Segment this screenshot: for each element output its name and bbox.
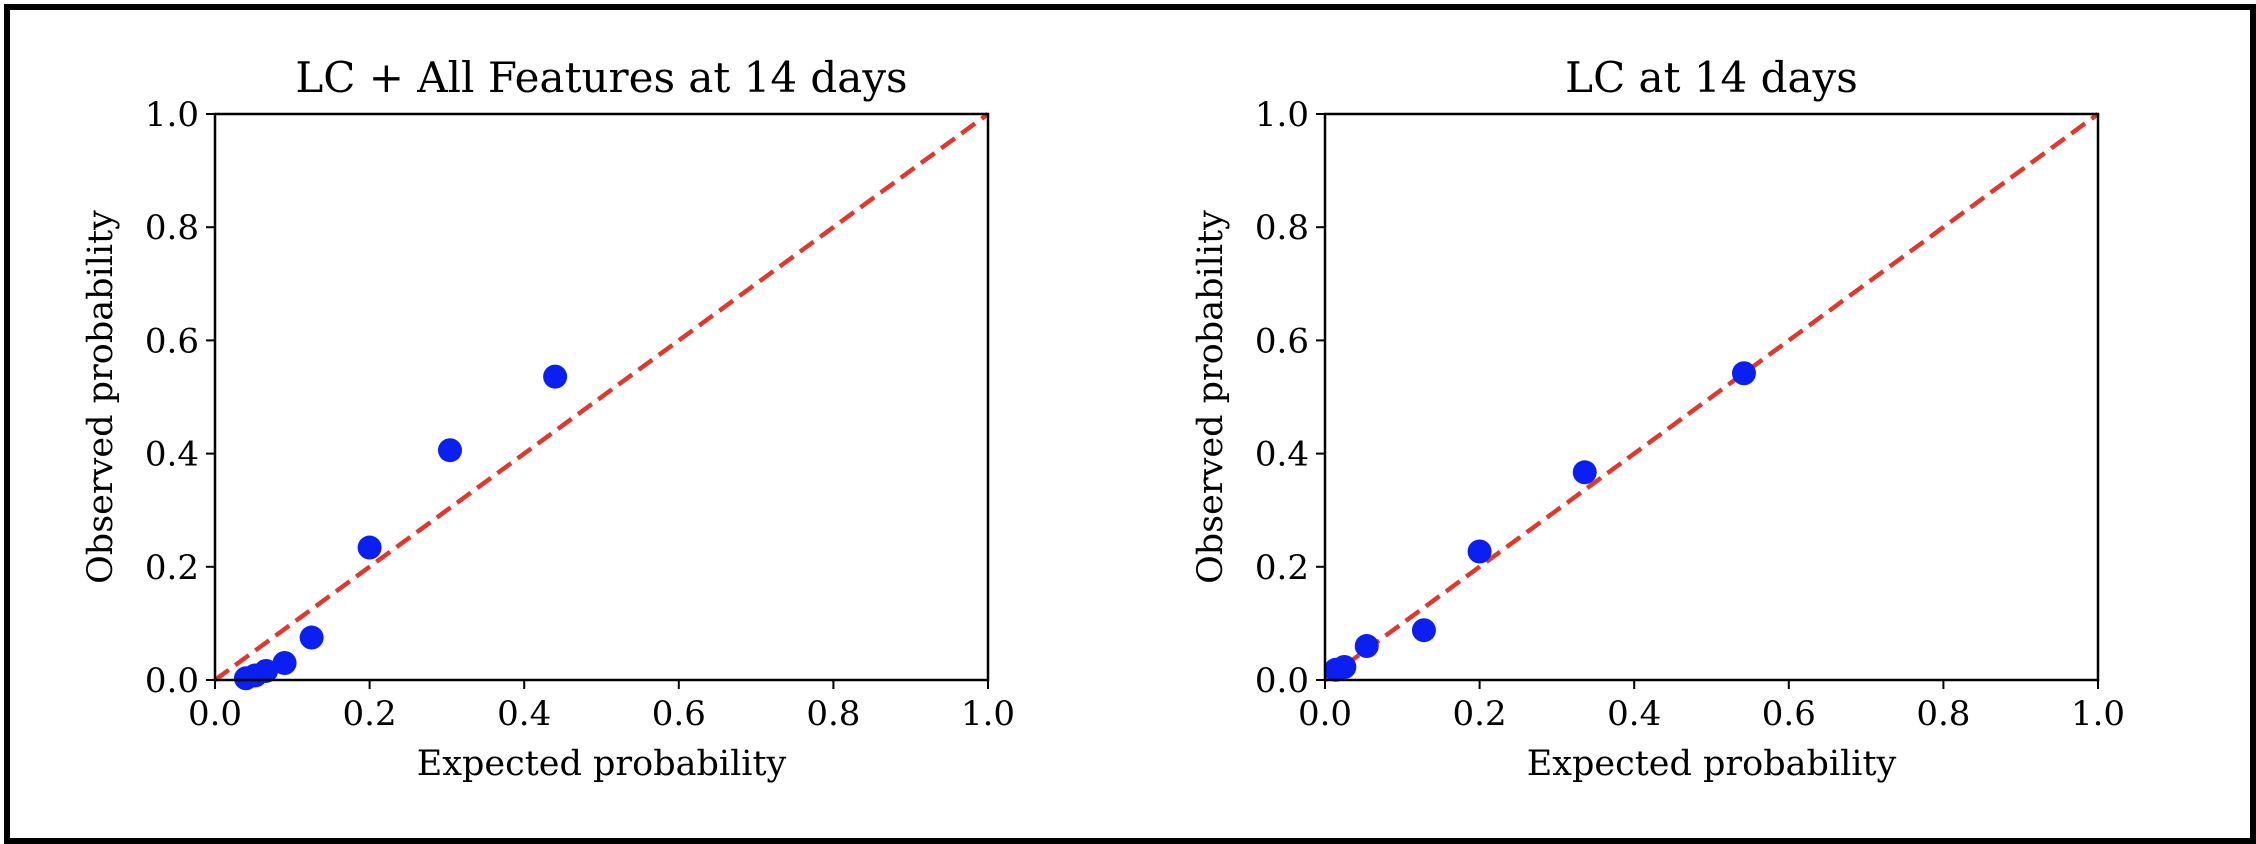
- chart1-y-axis-label: Observed probability: [81, 210, 121, 584]
- chart2-y-tick-label: 0.4: [1255, 435, 1309, 475]
- chart2-point-4: [1411, 618, 1436, 643]
- chart1-x-axis-label: Expected probability: [417, 744, 787, 784]
- chart1-point-6: [357, 535, 382, 560]
- chart1-x-tick-label: 0.4: [497, 694, 551, 734]
- chart2-y-tick-label: 1.0: [1255, 95, 1309, 135]
- chart1-axes-frame: [213, 112, 990, 682]
- chart2-point-2: [1332, 654, 1357, 679]
- chart2-y-tick-label: 0.8: [1255, 208, 1309, 248]
- chart1-point-4: [272, 651, 297, 676]
- chart2-x-tick-label: 0.4: [1607, 694, 1661, 734]
- chart2-y-tick-label: 0.0: [1255, 661, 1309, 701]
- chart2-point-5: [1467, 539, 1492, 564]
- chart2-point-6: [1572, 460, 1597, 485]
- chart1-y-tick-label: 0.4: [145, 435, 199, 475]
- chart2-x-tick-label: 1.0: [2071, 694, 2125, 734]
- chart1-x-tick-label: 0.6: [652, 694, 706, 734]
- chart2-axes-frame: [1323, 112, 2100, 682]
- chart1-reference-line: [213, 112, 990, 682]
- chart1-point-7: [437, 438, 462, 463]
- chart2-x-tick-label: 0.6: [1762, 694, 1816, 734]
- chart1-point-8: [543, 364, 568, 389]
- chart1-y-tick-label: 0.2: [145, 548, 199, 588]
- chart1-y-tick-label: 0.0: [145, 661, 199, 701]
- chart2-x-axis-label: Expected probability: [1527, 744, 1897, 784]
- chart1-point-5: [299, 625, 324, 650]
- chart1-y-tick-label: 0.8: [145, 208, 199, 248]
- chart2-y-axis-label: Observed probability: [1191, 210, 1231, 584]
- chart1-y-tick-label: 0.6: [145, 321, 199, 361]
- chart2-x-tick-label: 0.8: [1916, 694, 1970, 734]
- chart1-x-tick-label: 0.0: [188, 694, 242, 734]
- chart1-y-tick-label: 1.0: [145, 95, 199, 135]
- chart2-plot: LC at 14 days 0.0 0.2 0.4 0.6 0.8 1.0 0.0 0.2 0.4…: [1191, 53, 2125, 784]
- chart1-plot: LC + All Features at 14 days 0.0 0.2 0.4 0.6…: [81, 53, 1015, 784]
- chart2-x-tick-label: 0.2: [1453, 694, 1507, 734]
- chart2-point-3: [1354, 634, 1379, 659]
- chart1-point-3: [254, 658, 279, 683]
- chart2-point-7: [1731, 361, 1756, 386]
- chart2-title: LC at 14 days: [1565, 53, 1858, 102]
- chart1-title: LC + All Features at 14 days: [295, 53, 907, 102]
- chart1-x-tick-label: 0.2: [343, 694, 397, 734]
- chart2-x-tick-label: 0.0: [1298, 694, 1352, 734]
- chart2-y-tick-label: 0.2: [1255, 548, 1309, 588]
- chart2-y-tick-label: 0.6: [1255, 321, 1309, 361]
- figure-frame: [4, 4, 2256, 844]
- chart1-x-tick-label: 1.0: [961, 694, 1015, 734]
- chart1-x-tick-label: 0.8: [806, 694, 860, 734]
- chart2-reference-line: [1323, 112, 2100, 682]
